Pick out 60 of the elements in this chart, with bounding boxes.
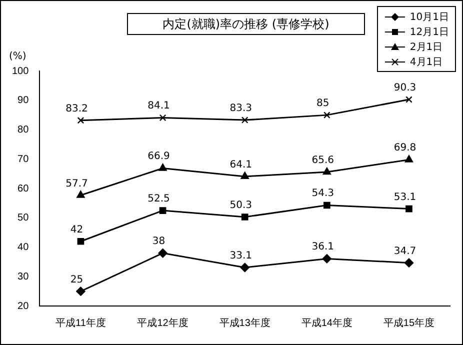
data-label: 36.1 [312,242,334,253]
y-tick-label: 80 [18,124,30,136]
x-tick-label: 平成12年度 [137,316,188,329]
y-tick-label: 50 [18,212,30,224]
y-tick-label: 60 [18,183,30,194]
data-label: 64.1 [230,159,252,170]
y-tick-label: 90 [18,95,30,106]
data-label: 42 [70,224,84,236]
x-tick-label: 平成15年度 [383,316,435,329]
data-label: 83.3 [230,103,252,114]
point [241,214,248,220]
data-label: 84.1 [148,100,170,112]
point [240,262,250,272]
point [77,116,84,124]
data-label: 85 [316,98,330,110]
data-label: 53.1 [394,192,416,203]
point [404,258,414,268]
point [322,167,331,175]
data-label: 57.7 [66,178,88,190]
y-tick-label: 40 [18,242,30,253]
data-label: 33.1 [230,250,252,262]
y-tick-label: 20 [18,300,30,312]
point [76,190,85,198]
data-label: 25 [70,274,84,286]
point [241,116,248,124]
data-label: 38 [152,236,166,248]
point [406,96,412,103]
legend-label: 4月1日 [410,56,443,68]
point [159,207,166,214]
data-label: 83.2 [66,103,88,114]
data-label: 54.3 [312,188,334,200]
point [404,155,414,162]
point [406,205,412,212]
legend-label: 12月1日 [410,26,449,38]
data-label: 50.3 [230,200,252,211]
chart-title: 内定(就職)率の推移 (専修学校) [127,13,365,35]
data-label: 52.5 [148,194,170,205]
data-label: 90.3 [394,82,416,94]
legend-label: 10月1日 [410,10,449,24]
y-tick-label: 30 [18,271,30,282]
data-label: 34.7 [394,246,416,257]
point [323,202,330,209]
data-label: 66.9 [148,151,170,162]
x-tick-label: 平成11年度 [56,316,106,329]
point [159,114,166,122]
y-tick-label: 100 [12,66,30,77]
point [158,248,168,258]
x-tick-label: 平成13年度 [219,316,270,329]
point [240,172,249,180]
point [76,286,86,296]
data-label: 65.6 [312,155,334,166]
point [323,112,330,118]
point [322,254,332,264]
point [158,164,167,171]
x-tick-label: 平成14年度 [301,316,352,329]
y-axis-title: (%) [9,51,26,62]
legend-label: 2月1日 [410,40,443,54]
y-tick-label: 70 [18,154,30,165]
data-label: 69.8 [394,142,416,154]
point [77,238,84,245]
